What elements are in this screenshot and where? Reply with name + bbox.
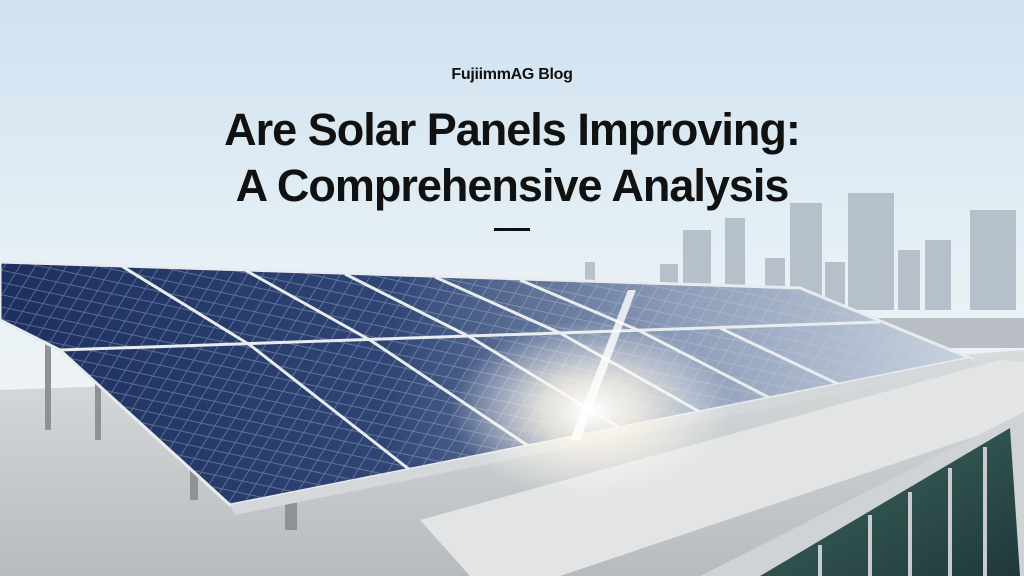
brand: FujiimmAG Blog: [451, 66, 573, 83]
title-line: A Comprehensive Analysis: [235, 160, 790, 211]
title-line: Are Solar Panels Improving:: [224, 104, 801, 155]
divider: [494, 228, 530, 231]
title: Are Solar Panels Improving: A Comprehens…: [0, 102, 1024, 214]
